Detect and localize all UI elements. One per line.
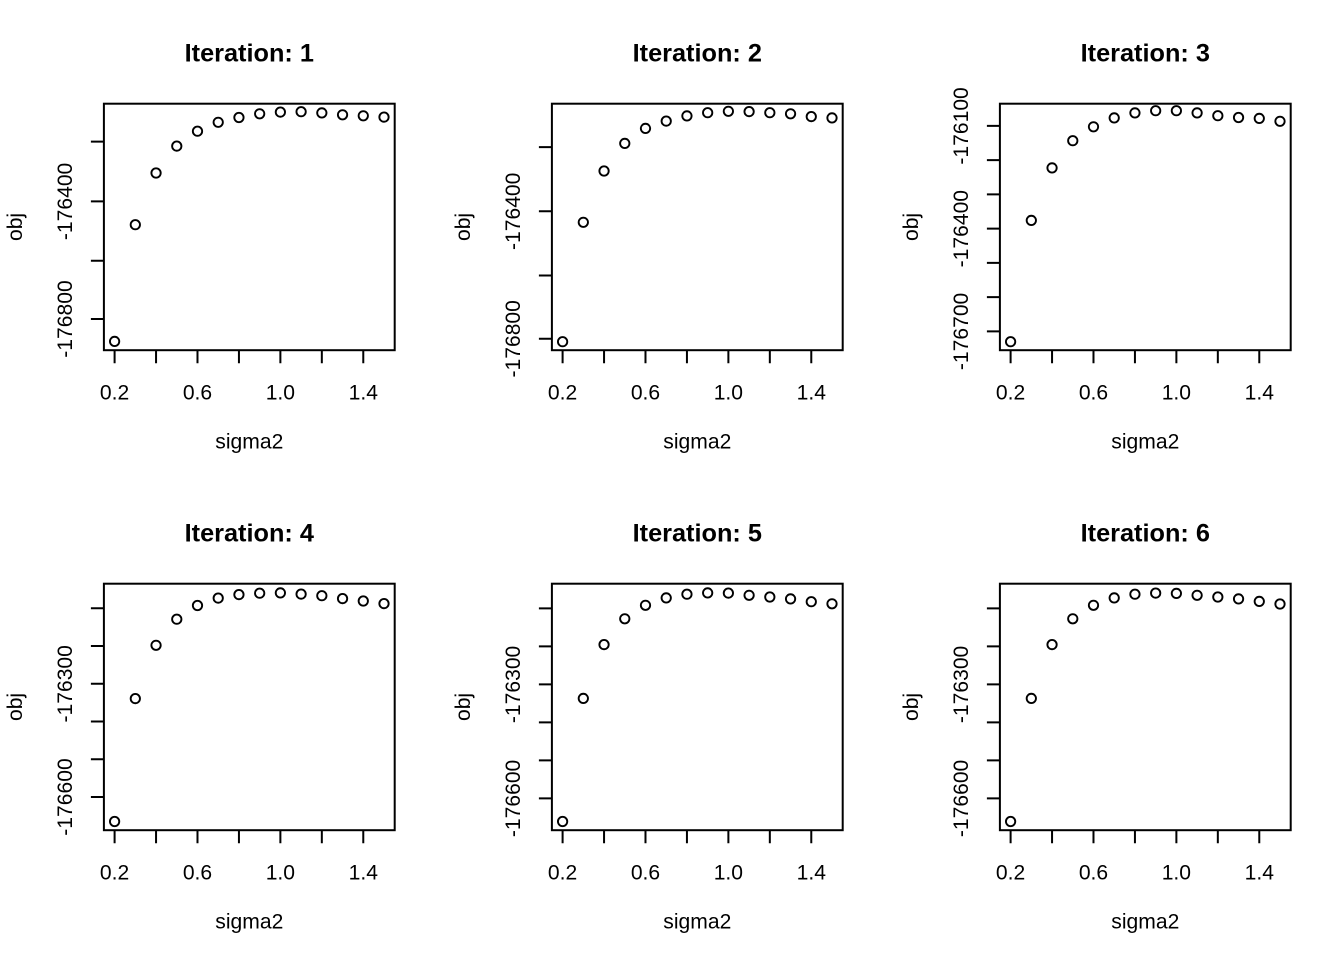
- svg-text:1.0: 1.0: [714, 381, 743, 404]
- svg-text:sigma2: sigma2: [215, 911, 283, 934]
- svg-text:Iteration: 3: Iteration: 3: [1081, 40, 1210, 68]
- svg-text:-176400: -176400: [950, 190, 973, 267]
- svg-text:obj: obj: [900, 213, 923, 241]
- svg-text:0.2: 0.2: [996, 381, 1025, 404]
- svg-text:0.2: 0.2: [100, 381, 129, 404]
- svg-text:sigma2: sigma2: [1111, 431, 1179, 454]
- svg-text:obj: obj: [452, 693, 475, 721]
- svg-text:-176800: -176800: [54, 280, 77, 357]
- svg-text:-176600: -176600: [54, 758, 77, 835]
- svg-text:obj: obj: [4, 213, 27, 241]
- svg-text:-176400: -176400: [54, 163, 77, 240]
- svg-text:sigma2: sigma2: [1111, 911, 1179, 934]
- svg-text:Iteration: 6: Iteration: 6: [1081, 520, 1210, 548]
- svg-text:sigma2: sigma2: [215, 431, 283, 454]
- svg-text:0.2: 0.2: [548, 381, 577, 404]
- svg-text:-176700: -176700: [950, 293, 973, 370]
- svg-text:0.2: 0.2: [548, 861, 577, 884]
- svg-text:1.0: 1.0: [266, 861, 295, 884]
- svg-text:sigma2: sigma2: [663, 431, 731, 454]
- svg-text:obj: obj: [452, 213, 475, 241]
- svg-text:0.6: 0.6: [1079, 861, 1108, 884]
- svg-text:obj: obj: [4, 693, 27, 721]
- svg-text:1.0: 1.0: [714, 861, 743, 884]
- svg-text:0.2: 0.2: [996, 861, 1025, 884]
- svg-text:-176800: -176800: [502, 300, 525, 377]
- svg-text:1.4: 1.4: [1245, 861, 1275, 884]
- svg-text:1.4: 1.4: [349, 381, 379, 404]
- svg-text:0.6: 0.6: [631, 381, 660, 404]
- svg-text:0.6: 0.6: [183, 381, 212, 404]
- svg-text:1.0: 1.0: [1162, 861, 1191, 884]
- svg-text:Iteration: 4: Iteration: 4: [185, 520, 314, 548]
- svg-text:1.0: 1.0: [1162, 381, 1191, 404]
- svg-text:1.4: 1.4: [797, 381, 827, 404]
- svg-text:-176600: -176600: [502, 760, 525, 837]
- svg-text:-176600: -176600: [950, 760, 973, 837]
- svg-text:Iteration: 1: Iteration: 1: [185, 40, 314, 68]
- svg-text:0.6: 0.6: [183, 861, 212, 884]
- svg-text:0.6: 0.6: [1079, 381, 1108, 404]
- svg-text:obj: obj: [900, 693, 923, 721]
- svg-text:1.4: 1.4: [1245, 381, 1275, 404]
- svg-text:Iteration: 5: Iteration: 5: [633, 520, 762, 548]
- svg-text:0.2: 0.2: [100, 861, 129, 884]
- svg-text:1.4: 1.4: [797, 861, 827, 884]
- svg-text:-176400: -176400: [502, 173, 525, 250]
- svg-text:0.6: 0.6: [631, 861, 660, 884]
- svg-text:-176100: -176100: [950, 87, 973, 164]
- svg-text:-176300: -176300: [502, 646, 525, 723]
- svg-text:sigma2: sigma2: [663, 911, 731, 934]
- svg-text:Iteration: 2: Iteration: 2: [633, 40, 762, 68]
- svg-text:-176300: -176300: [950, 646, 973, 723]
- svg-text:-176300: -176300: [54, 645, 77, 722]
- svg-text:1.0: 1.0: [266, 381, 295, 404]
- svg-text:1.4: 1.4: [349, 861, 379, 884]
